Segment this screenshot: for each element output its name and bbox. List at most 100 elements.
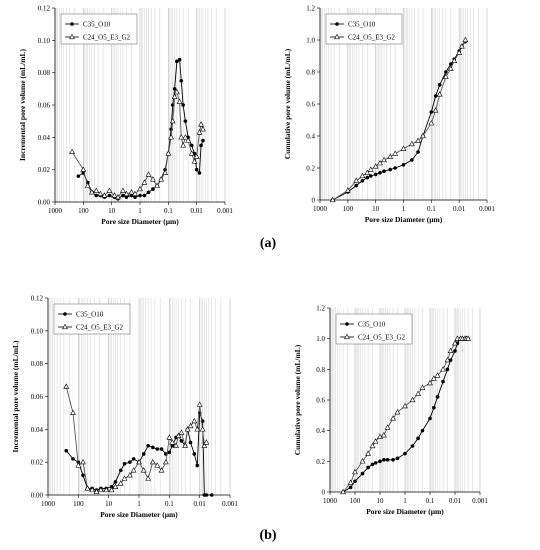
data-point bbox=[432, 405, 436, 410]
data-point bbox=[382, 458, 386, 462]
x-tick-label: 1 bbox=[137, 500, 141, 508]
data-point bbox=[198, 121, 204, 127]
data-point bbox=[347, 479, 354, 485]
y-axis-label: Cumulative pore volume (mL/mL) bbox=[293, 344, 302, 455]
data-point bbox=[387, 153, 394, 159]
x-tick-label: 100 bbox=[78, 207, 89, 215]
data-point bbox=[154, 182, 160, 188]
data-point bbox=[197, 171, 202, 175]
data-point bbox=[64, 448, 69, 453]
x-tick-label: 100 bbox=[73, 500, 84, 508]
data-point bbox=[445, 367, 450, 372]
data-point bbox=[71, 457, 75, 461]
data-point bbox=[109, 484, 114, 489]
data-point bbox=[155, 447, 160, 451]
data-point bbox=[201, 138, 205, 143]
data-point bbox=[98, 486, 104, 493]
data-point bbox=[93, 488, 100, 494]
data-point bbox=[107, 193, 112, 198]
data-point bbox=[184, 426, 191, 432]
data-point bbox=[444, 356, 451, 363]
x-tick-label: 0.001 bbox=[479, 205, 495, 213]
data-point bbox=[159, 447, 164, 451]
data-point bbox=[380, 432, 387, 438]
x-tick-label: 10 bbox=[372, 205, 380, 213]
data-point bbox=[378, 171, 382, 175]
data-point bbox=[381, 156, 387, 163]
y-tick-label: 0.02 bbox=[38, 166, 51, 174]
data-point bbox=[377, 433, 383, 439]
data-point bbox=[151, 445, 155, 450]
series-line bbox=[332, 39, 466, 201]
data-point bbox=[395, 456, 400, 461]
x-tick-label: 10 bbox=[108, 207, 116, 215]
data-point bbox=[181, 103, 185, 107]
data-point bbox=[352, 468, 358, 475]
data-point bbox=[344, 187, 351, 193]
data-point bbox=[150, 176, 156, 182]
data-point bbox=[359, 458, 366, 464]
data-point bbox=[451, 57, 458, 63]
data-point bbox=[365, 175, 370, 180]
data-point bbox=[179, 78, 184, 83]
chart-b-right: 0 0.2 0.4 0.6 0.8 1.0 1.2 1000 100 10 1 0.1 0.01 0.00… bbox=[293, 305, 488, 517]
data-point bbox=[130, 467, 137, 473]
data-point bbox=[377, 159, 383, 166]
data-point bbox=[437, 83, 442, 87]
legend-label: C24_O5_E3_G2 bbox=[83, 34, 131, 42]
data-point bbox=[369, 442, 376, 449]
data-point bbox=[442, 73, 449, 79]
data-point bbox=[199, 143, 203, 148]
data-point bbox=[340, 488, 346, 495]
x-tick-label: 0.1 bbox=[427, 205, 436, 213]
data-point bbox=[176, 98, 183, 104]
data-point bbox=[121, 193, 125, 198]
data-point bbox=[440, 366, 446, 372]
y-tick-label: 0.04 bbox=[38, 134, 51, 142]
data-point bbox=[447, 347, 454, 354]
y-tick-label: 0.8 bbox=[306, 69, 315, 77]
data-point bbox=[63, 383, 70, 389]
y-tick-label: 0.02 bbox=[31, 459, 44, 467]
x-tick-label: 1 bbox=[403, 497, 407, 505]
data-point bbox=[165, 150, 172, 156]
data-point bbox=[441, 379, 445, 384]
data-point bbox=[408, 140, 415, 147]
data-point bbox=[122, 462, 127, 466]
data-point bbox=[364, 169, 371, 175]
x-tick-label: 0.1 bbox=[426, 497, 435, 505]
data-point bbox=[145, 475, 152, 481]
series-line bbox=[78, 58, 204, 200]
data-point bbox=[384, 424, 391, 430]
data-point bbox=[112, 483, 119, 489]
data-point bbox=[373, 172, 378, 177]
data-point bbox=[111, 192, 118, 198]
series-c35-o10 bbox=[330, 39, 468, 202]
x-tick-label: 10 bbox=[105, 500, 113, 508]
x-tick-label: 0.01 bbox=[194, 500, 207, 508]
data-point bbox=[89, 486, 96, 493]
data-point bbox=[138, 193, 142, 198]
x-tick-label: 0.01 bbox=[453, 205, 466, 213]
legend: C35_O10 C24_O5_E3_G2 bbox=[335, 313, 413, 345]
series-c24-o5-e3-g2 bbox=[340, 335, 471, 495]
data-point bbox=[432, 107, 439, 113]
data-point bbox=[401, 163, 406, 167]
data-point bbox=[94, 193, 99, 198]
chart-a-left: 0.00 0.02 0.04 0.06 0.08 0.10 0.12 1000 100 10 1 0.… bbox=[18, 5, 233, 227]
caption-b: (b) bbox=[259, 528, 277, 543]
data-point bbox=[136, 458, 142, 465]
data-point bbox=[373, 461, 378, 465]
legend-label: C35_O10 bbox=[358, 321, 386, 329]
data-point bbox=[385, 458, 390, 462]
y-tick-label: 0.12 bbox=[31, 295, 44, 303]
data-point bbox=[359, 172, 366, 179]
data-point bbox=[433, 94, 438, 98]
y-tick-label: 0 bbox=[312, 197, 316, 205]
data-point bbox=[462, 36, 469, 43]
x-axis-label: Pore size Diameter (µm) bbox=[366, 507, 444, 516]
data-point bbox=[80, 166, 87, 172]
data-point bbox=[194, 167, 199, 172]
legend-label: C35_O10 bbox=[348, 21, 376, 29]
x-tick-label: 0.001 bbox=[472, 497, 488, 505]
